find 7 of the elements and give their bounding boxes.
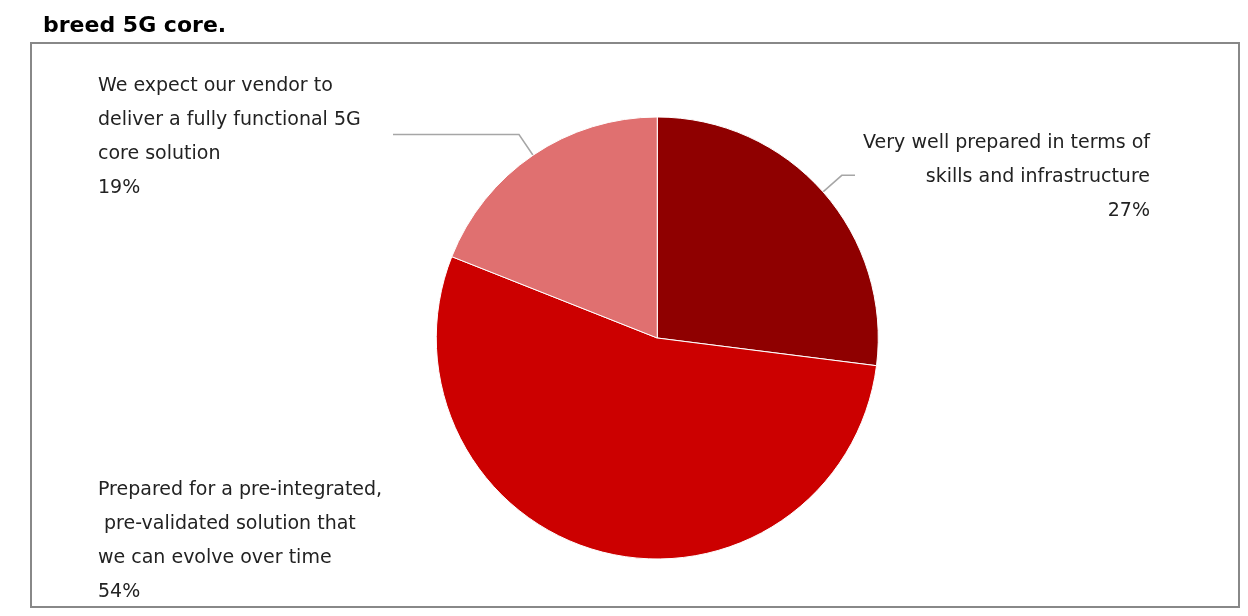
slice-label: We expect our vendor to deliver a fully functional 5G core solution [98,72,367,163]
slice-label: Very well prepared in terms of skills and infrastructure [863,130,1152,187]
chart-title: breed 5G core. [43,11,227,37]
slice-label: Prepared for a pre-integrated, pre-validated solution that we can evolve over time [98,477,383,567]
data-label: 19% [98,174,141,197]
data-label: 27% [1107,198,1150,221]
data-label: 54% [98,579,141,601]
